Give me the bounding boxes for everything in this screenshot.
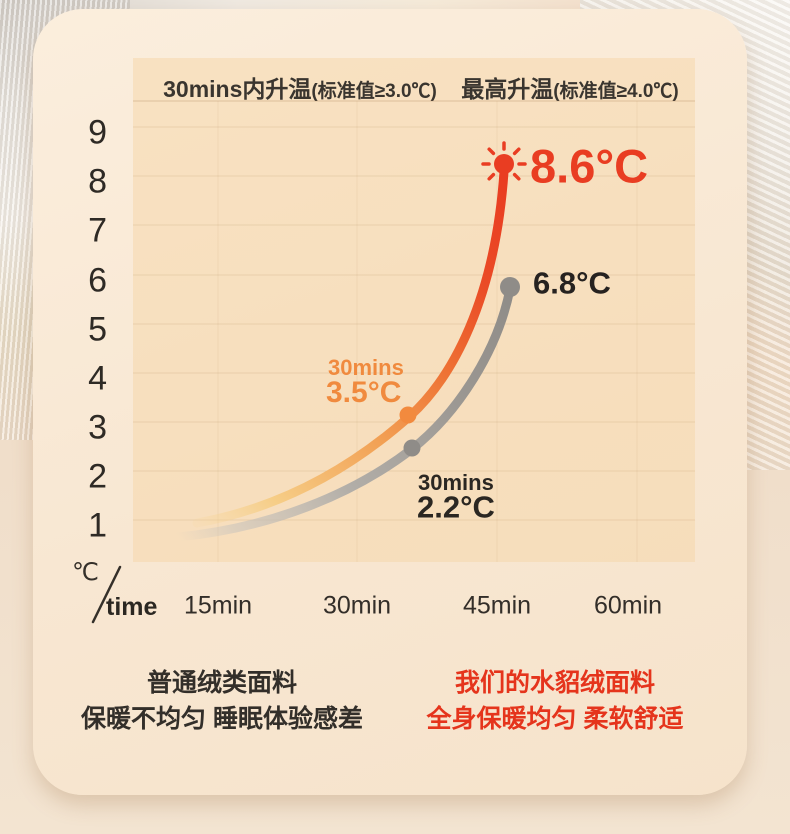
y-axis-tick-4: 4	[88, 359, 107, 398]
red-peak-value: 8.6°C	[530, 139, 649, 193]
y-axis-tick-1: 1	[88, 506, 107, 545]
chart-title-left-main: 30mins内升温	[163, 76, 312, 102]
chart-title-left-sub: (标准值≥3.0℃)	[311, 81, 437, 102]
y-axis-tick-3: 3	[88, 408, 107, 447]
footer-left-desc: 保暖不均匀 睡眠体验感差	[81, 705, 363, 733]
x-axis-tick-45min: 45min	[462, 591, 532, 620]
footer-left-title: 普通绒类面料	[146, 669, 297, 697]
red-mid-annotation-value: 3.5°C	[326, 376, 402, 409]
footer-right-title: 我们的水貂绒面料	[454, 669, 655, 697]
y-axis-tick-2: 2	[88, 457, 107, 496]
footer-right-desc: 全身保暖均匀 柔软舒适	[426, 705, 684, 733]
chart-title-right-main: 最高升温	[461, 76, 554, 102]
red-mid-annotation-label: 30mins	[328, 355, 404, 380]
x-axis-tick-30min: 30min	[322, 591, 392, 620]
x-axis-tick-60min: 60min	[593, 591, 663, 620]
plot-area	[133, 58, 695, 562]
y-axis-tick-8: 8	[88, 162, 107, 201]
gray-mid-annotation-label: 30mins	[418, 470, 494, 495]
gray-mid-annotation-value: 2.2°C	[417, 489, 495, 525]
axis-unit-celsius: ℃	[72, 559, 99, 586]
x-axis-tick-15min: 15min	[183, 591, 253, 620]
y-axis-tick-7: 7	[88, 211, 107, 250]
y-axis-tick-6: 6	[88, 261, 107, 300]
gray-peak-value: 6.8°C	[533, 265, 611, 301]
y-axis-tick-9: 9	[88, 113, 107, 152]
chart-title-right-sub: (标准值≥4.0℃)	[553, 81, 679, 102]
y-axis-tick-5: 5	[88, 310, 107, 349]
axis-unit-time: time	[106, 593, 158, 621]
chart-title-right: 最高升温(标准值≥4.0℃)	[440, 70, 700, 104]
chart-title-left: 30mins内升温(标准值≥3.0℃)	[140, 70, 460, 104]
